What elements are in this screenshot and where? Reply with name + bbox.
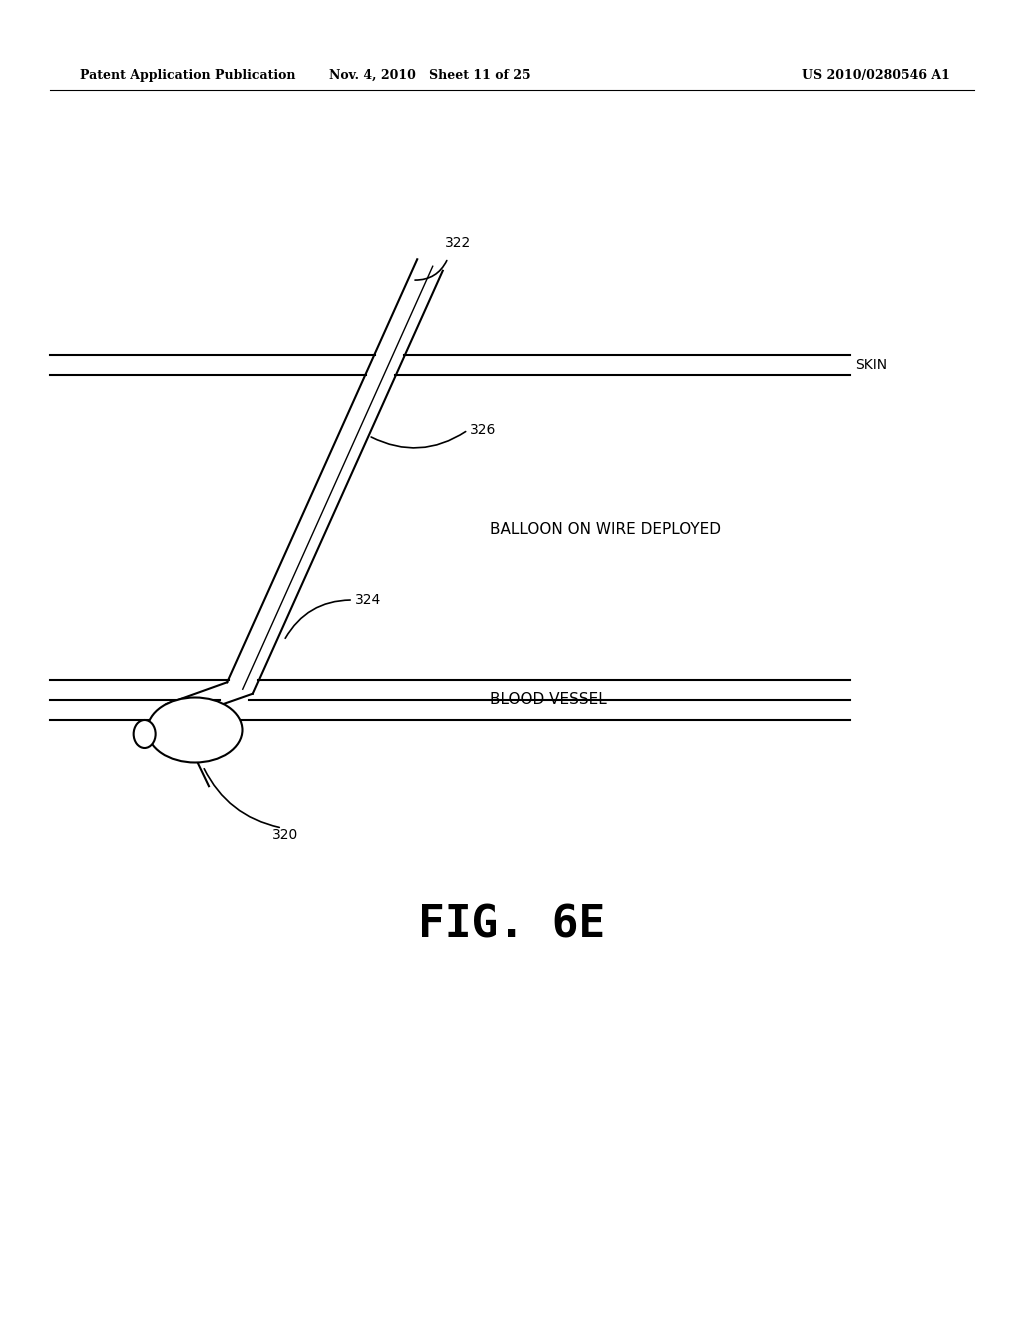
Text: 320: 320: [272, 828, 298, 842]
Text: 322: 322: [445, 236, 471, 249]
Text: Patent Application Publication: Patent Application Publication: [80, 69, 296, 82]
Text: Nov. 4, 2010   Sheet 11 of 25: Nov. 4, 2010 Sheet 11 of 25: [329, 69, 530, 82]
Text: BLOOD VESSEL: BLOOD VESSEL: [490, 693, 607, 708]
Text: 324: 324: [355, 593, 381, 607]
Ellipse shape: [134, 719, 156, 748]
Text: 326: 326: [470, 422, 497, 437]
Text: BALLOON ON WIRE DEPLOYED: BALLOON ON WIRE DEPLOYED: [490, 523, 721, 537]
Text: US 2010/0280546 A1: US 2010/0280546 A1: [802, 69, 950, 82]
Text: FIG. 6E: FIG. 6E: [419, 903, 605, 946]
Ellipse shape: [147, 697, 243, 763]
Text: SKIN: SKIN: [855, 358, 887, 372]
